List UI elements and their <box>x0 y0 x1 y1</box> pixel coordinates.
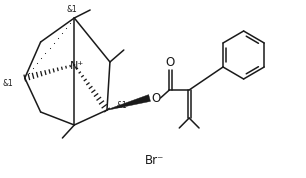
Text: &1: &1 <box>2 78 13 88</box>
Polygon shape <box>107 95 151 110</box>
Text: Br⁻: Br⁻ <box>145 153 164 166</box>
Text: &1: &1 <box>67 6 78 14</box>
Text: O: O <box>166 56 175 69</box>
Text: &1: &1 <box>117 101 128 111</box>
Text: N⁺: N⁺ <box>70 61 84 71</box>
Text: O: O <box>152 93 161 106</box>
